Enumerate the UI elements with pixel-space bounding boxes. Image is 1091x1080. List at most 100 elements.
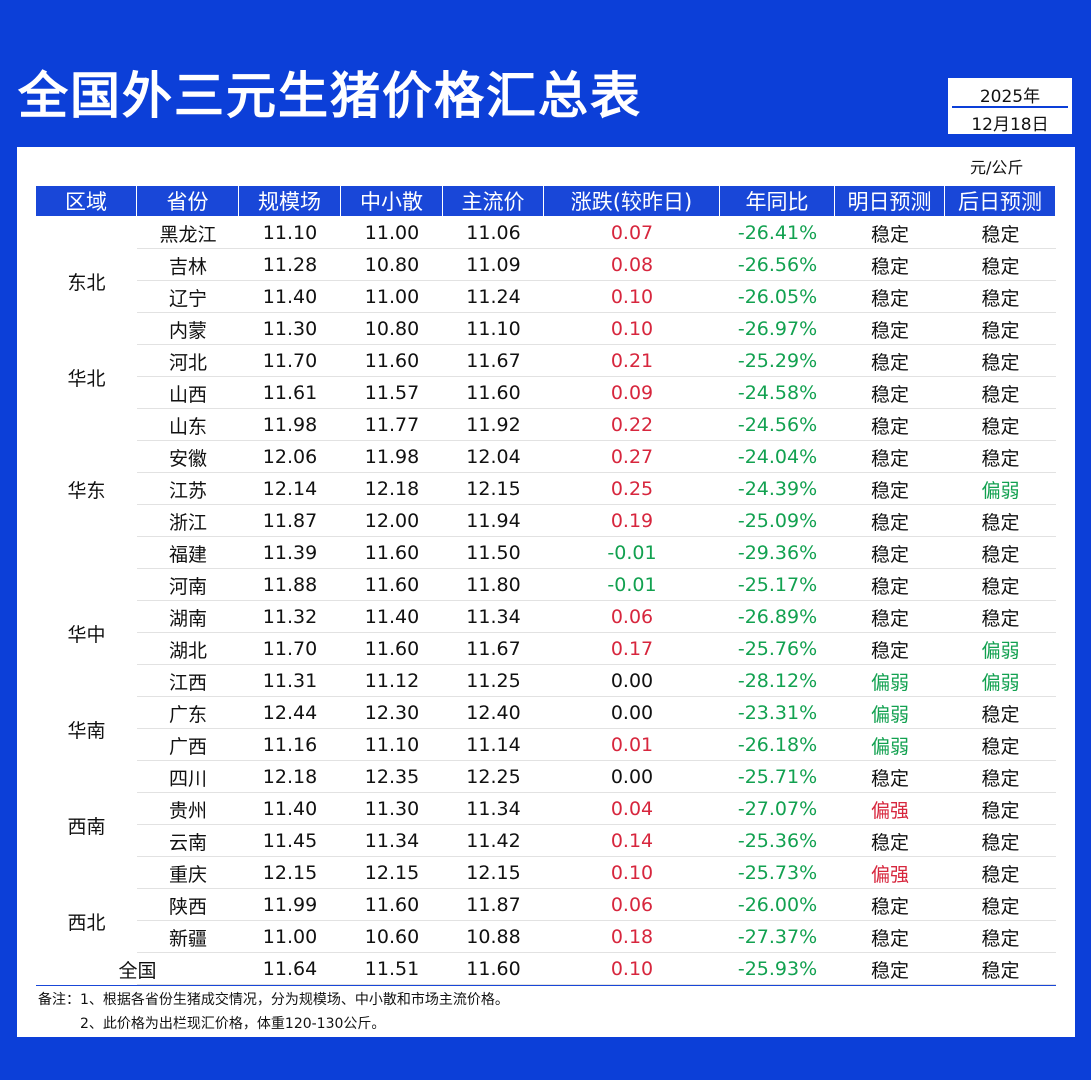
- value-cell: 11.60: [466, 382, 521, 404]
- value-cell: 12.18: [262, 766, 318, 788]
- value-cell: 0.22: [610, 414, 654, 436]
- value-cell: 稳定: [870, 575, 909, 598]
- row-separator: [137, 952, 1056, 953]
- province: 浙江: [168, 511, 207, 534]
- value-cell: 11.00: [364, 286, 420, 308]
- unit: 元/公斤: [970, 158, 1024, 177]
- province: 湖北: [168, 639, 207, 662]
- row-separator: [137, 760, 1056, 761]
- value-cell: 12.30: [364, 702, 420, 724]
- value-cell: 10.60: [364, 926, 420, 948]
- value-cell: 12.14: [262, 478, 318, 500]
- value-cell: -25.73%: [737, 862, 818, 884]
- row-separator: [137, 312, 1056, 313]
- value-cell: -26.56%: [737, 254, 818, 276]
- value-cell: 11.92: [466, 414, 521, 436]
- value-cell: 11.45: [262, 830, 318, 852]
- value-cell: 11.60: [466, 958, 521, 980]
- value-cell: 11.34: [466, 798, 521, 820]
- value-cell: 11.32: [262, 606, 318, 628]
- value-cell: 0.18: [610, 926, 654, 948]
- province: 四川: [168, 767, 207, 790]
- value-cell: 11.30: [364, 798, 420, 820]
- value-cell: -26.97%: [737, 318, 818, 340]
- value-cell: 11.06: [466, 222, 521, 244]
- note-label: 备注：: [38, 992, 80, 1008]
- province: 广西: [168, 735, 207, 758]
- province: 全国: [118, 959, 157, 982]
- value-cell: -0.01: [607, 542, 657, 564]
- value-cell: 稳定: [981, 831, 1020, 854]
- value-cell: 11.60: [364, 574, 420, 596]
- value-cell: 10.88: [466, 926, 521, 948]
- value-cell: 偏弱: [870, 671, 909, 694]
- province: 辽宁: [168, 287, 207, 310]
- header-cell: 后日预测: [945, 186, 1055, 216]
- province: 山东: [168, 415, 207, 438]
- value-cell: -25.76%: [737, 638, 818, 660]
- value-cell: 11.31: [262, 670, 318, 692]
- value-cell: -25.29%: [737, 350, 818, 372]
- value-cell: 11.70: [262, 638, 318, 660]
- value-cell: 稳定: [981, 575, 1020, 598]
- value-cell: 偏弱: [981, 479, 1020, 502]
- value-cell: 稳定: [981, 767, 1020, 790]
- value-cell: 0.00: [610, 766, 654, 788]
- value-cell: 11.70: [262, 350, 318, 372]
- value-cell: 11.99: [262, 894, 318, 916]
- value-cell: 11.77: [364, 414, 420, 436]
- value-cell: 11.64: [262, 958, 318, 980]
- value-cell: 12.35: [364, 766, 420, 788]
- header-cell: 中小散: [341, 186, 442, 216]
- value-cell: 稳定: [981, 223, 1020, 246]
- province: 重庆: [168, 863, 207, 886]
- value-cell: 稳定: [870, 479, 909, 502]
- value-cell: -24.58%: [737, 382, 818, 404]
- province: 湖南: [168, 607, 207, 630]
- value-cell: 12.15: [364, 862, 420, 884]
- value-cell: 11.00: [364, 222, 420, 244]
- value-cell: 11.39: [262, 542, 318, 564]
- value-cell: 稳定: [870, 895, 909, 918]
- header-cell: 省份: [137, 186, 238, 216]
- row-separator: [137, 792, 1056, 793]
- value-cell: -25.71%: [737, 766, 818, 788]
- row-separator: [137, 632, 1056, 633]
- value-cell: 稳定: [870, 255, 909, 278]
- value-cell: -29.36%: [737, 542, 818, 564]
- row-separator: [137, 504, 1056, 505]
- region: 东北: [67, 271, 106, 294]
- value-cell: 12.40: [466, 702, 521, 724]
- value-cell: 稳定: [870, 415, 909, 438]
- note: 1、根据各省份生猪成交情况，分为规模场、中小散和市场主流价格。: [80, 992, 509, 1008]
- value-cell: -26.41%: [737, 222, 818, 244]
- province: 山西: [168, 383, 207, 406]
- row-separator: [137, 408, 1056, 409]
- province: 安徽: [168, 447, 207, 470]
- value-cell: 偏强: [870, 799, 909, 822]
- value-cell: 11.25: [466, 670, 521, 692]
- row-separator: [137, 984, 1056, 985]
- value-cell: 11.10: [364, 734, 420, 756]
- row-separator: [137, 344, 1056, 345]
- value-cell: 稳定: [870, 543, 909, 566]
- value-cell: 11.57: [364, 382, 420, 404]
- row-separator: [137, 664, 1056, 665]
- value-cell: 稳定: [981, 927, 1020, 950]
- value-cell: 0.08: [610, 254, 654, 276]
- value-cell: 稳定: [870, 287, 909, 310]
- divider: [952, 106, 1068, 108]
- value-cell: 0.01: [610, 734, 654, 756]
- value-cell: 11.40: [364, 606, 420, 628]
- value-cell: 稳定: [981, 319, 1020, 342]
- value-cell: 11.67: [466, 350, 521, 372]
- value-cell: 0.10: [610, 958, 654, 980]
- value-cell: 11.16: [262, 734, 318, 756]
- value-cell: 11.40: [262, 286, 318, 308]
- region: 华南: [67, 719, 106, 742]
- value-cell: 10.80: [364, 318, 420, 340]
- value-cell: 0.00: [610, 670, 654, 692]
- row-separator: [137, 248, 1056, 249]
- value-cell: 11.60: [364, 542, 420, 564]
- value-cell: -24.04%: [737, 446, 818, 468]
